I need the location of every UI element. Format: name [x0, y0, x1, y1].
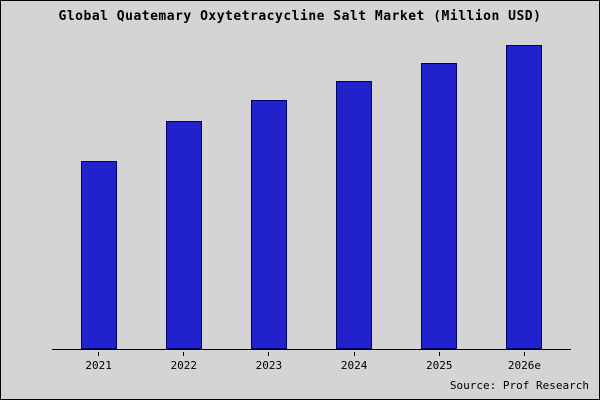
x-tick-label-2024: 2024 — [340, 359, 368, 372]
bar-2023 — [250, 99, 287, 349]
x-tick-mark — [268, 352, 270, 356]
plot-area — [52, 45, 571, 350]
x-tick: 2025 — [397, 352, 482, 372]
bar-2021 — [80, 160, 117, 349]
chart-title: Global Quatemary Oxytetracycline Salt Ma… — [58, 9, 542, 24]
x-tick-label-2021: 2021 — [85, 359, 112, 372]
bars-container — [56, 45, 567, 349]
bar-2024 — [336, 81, 373, 349]
x-tick-mark — [438, 352, 440, 356]
x-tick: 2024 — [312, 352, 397, 372]
x-tick: 2023 — [226, 352, 311, 372]
x-tick: 2026e — [482, 352, 567, 372]
bar-2022 — [165, 121, 202, 349]
bar-cell — [397, 45, 482, 349]
x-tick-labels: 2021 2022 2023 2024 2025 2026e — [56, 352, 567, 372]
bar-cell — [141, 45, 226, 349]
x-tick-mark — [183, 352, 185, 356]
bar-cell — [226, 45, 311, 349]
x-axis-line — [52, 349, 571, 350]
source-text: Source: Prof Research — [449, 379, 589, 392]
x-tick-mark — [353, 352, 355, 356]
bar-cell — [56, 45, 141, 349]
bar-cell — [482, 45, 567, 349]
x-tick-label-2026e: 2026e — [507, 359, 541, 372]
x-tick-label-2025: 2025 — [426, 359, 453, 372]
x-tick: 2022 — [141, 352, 226, 372]
x-tick: 2021 — [56, 352, 141, 372]
x-tick-label-2022: 2022 — [170, 359, 198, 372]
x-tick-mark — [523, 352, 525, 356]
bar-cell — [312, 45, 397, 349]
x-tick-label-2023: 2023 — [255, 359, 283, 372]
bar-2025 — [421, 63, 458, 349]
bar-2026e — [506, 45, 543, 349]
x-tick-mark — [98, 352, 100, 356]
